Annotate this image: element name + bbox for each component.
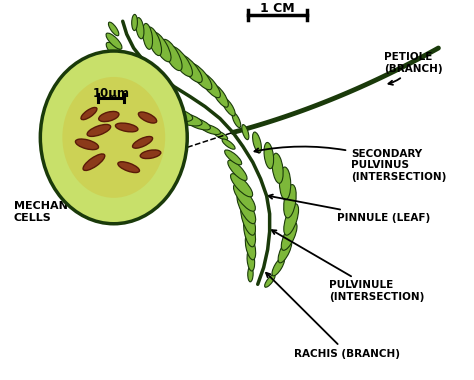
Ellipse shape [106, 33, 122, 49]
Ellipse shape [140, 150, 161, 158]
Ellipse shape [247, 250, 255, 271]
Ellipse shape [234, 184, 255, 211]
Text: RACHIS (BRANCH): RACHIS (BRANCH) [266, 273, 401, 359]
Ellipse shape [138, 112, 157, 123]
Ellipse shape [133, 136, 153, 148]
Ellipse shape [116, 123, 138, 132]
Ellipse shape [237, 193, 255, 224]
Ellipse shape [244, 217, 255, 247]
Ellipse shape [242, 125, 249, 139]
Ellipse shape [279, 167, 291, 200]
Ellipse shape [135, 92, 169, 108]
Ellipse shape [178, 54, 202, 82]
Ellipse shape [284, 204, 299, 235]
Ellipse shape [87, 125, 110, 136]
Ellipse shape [228, 160, 247, 180]
Ellipse shape [222, 98, 235, 116]
Ellipse shape [230, 174, 253, 197]
Ellipse shape [272, 257, 284, 276]
Ellipse shape [264, 142, 273, 169]
Ellipse shape [143, 24, 153, 49]
Ellipse shape [132, 14, 137, 30]
Ellipse shape [246, 234, 255, 260]
Ellipse shape [109, 57, 135, 76]
Ellipse shape [99, 111, 119, 122]
Ellipse shape [106, 42, 126, 62]
Text: 1 CM: 1 CM [260, 2, 295, 15]
Ellipse shape [136, 17, 144, 39]
Ellipse shape [264, 274, 275, 287]
Ellipse shape [162, 39, 182, 71]
Ellipse shape [253, 132, 262, 153]
Text: MECHANORECEPTOR
CELLS: MECHANORECEPTOR CELLS [14, 201, 142, 223]
Ellipse shape [272, 153, 283, 184]
Ellipse shape [200, 73, 220, 98]
Ellipse shape [40, 51, 187, 224]
Ellipse shape [63, 77, 165, 198]
Ellipse shape [281, 222, 297, 250]
Text: PETIOLE
(BRANCH): PETIOLE (BRANCH) [384, 52, 442, 85]
Ellipse shape [160, 108, 192, 122]
Ellipse shape [116, 71, 146, 89]
Ellipse shape [212, 85, 228, 107]
Ellipse shape [225, 150, 242, 165]
Ellipse shape [148, 101, 182, 116]
Ellipse shape [152, 32, 171, 62]
Ellipse shape [213, 130, 228, 140]
Text: SECONDARY
PULVINUS
(INTERSECTION): SECONDARY PULVINUS (INTERSECTION) [255, 147, 447, 182]
Ellipse shape [241, 204, 255, 235]
Ellipse shape [83, 154, 105, 171]
Ellipse shape [222, 139, 235, 149]
Ellipse shape [189, 63, 212, 90]
Ellipse shape [201, 124, 220, 135]
Ellipse shape [169, 46, 192, 76]
Ellipse shape [75, 139, 99, 150]
Ellipse shape [123, 81, 156, 99]
Ellipse shape [232, 113, 241, 128]
Ellipse shape [278, 239, 292, 263]
Ellipse shape [118, 162, 139, 173]
Ellipse shape [147, 27, 162, 55]
Text: 10μm: 10μm [92, 87, 129, 100]
Ellipse shape [81, 108, 97, 120]
Ellipse shape [248, 266, 253, 282]
Ellipse shape [284, 185, 296, 218]
Ellipse shape [173, 113, 202, 126]
Ellipse shape [109, 22, 119, 36]
Ellipse shape [186, 117, 210, 130]
Text: PULVINULE
(INTERSECTION): PULVINULE (INTERSECTION) [272, 230, 425, 302]
Text: PINNULE (LEAF): PINNULE (LEAF) [268, 195, 430, 223]
